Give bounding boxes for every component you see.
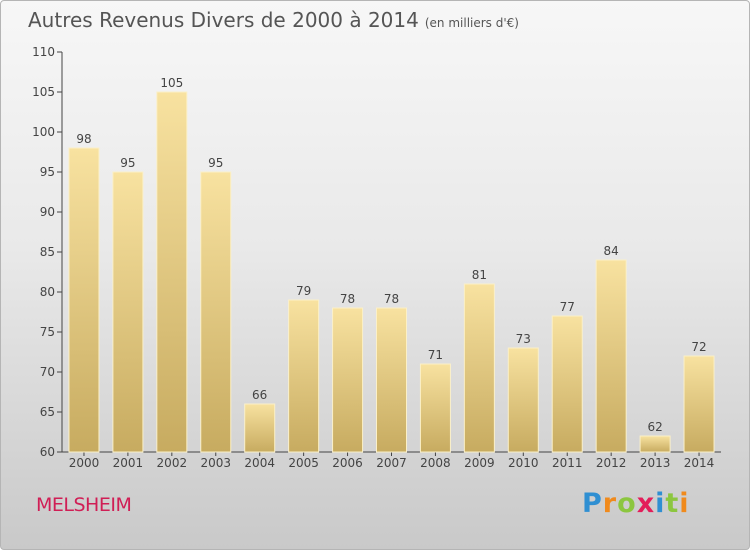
bar-value-label: 72 [691,340,706,354]
bar [463,283,495,453]
logo-letter: i [655,488,666,519]
bar-value-label: 71 [428,348,443,362]
bar-value-label: 77 [560,300,575,314]
x-tick-label: 2010 [508,456,539,470]
logo-letter: P [582,488,603,519]
bar-series: 98 95 105 95 66 79 78 78 71 81 73 77 84 62 72 [68,76,715,453]
y-tick-label: 105 [32,85,55,99]
y-tick-label: 95 [40,165,55,179]
bar-value-label: 84 [604,244,619,258]
chart-title-text: Autres Revenus Divers de 2000 à 2014 [28,8,419,32]
bar [68,147,100,453]
bar [200,171,232,453]
y-tick-label: 70 [40,365,55,379]
x-axis: 2000 2001 2002 2003 2004 2005 2006 2007 2008 2009… [62,451,721,470]
y-tick-label: 85 [40,245,55,259]
chart-unit: (en milliers d'€) [424,16,519,30]
y-axis: 60 65 70 75 80 85 90 95 100 105 110 [32,45,63,459]
x-tick-label: 2003 [200,456,231,470]
y-tick-label: 75 [40,325,55,339]
bar-value-label: 73 [516,332,531,346]
logo-letter: i [679,488,690,519]
bar-value-label: 95 [120,156,135,170]
x-tick-label: 2014 [684,456,715,470]
x-tick-label: 2002 [157,456,188,470]
x-tick-label: 2007 [376,456,407,470]
bar-value-label: 105 [160,76,183,90]
y-tick-label: 80 [40,285,55,299]
bar [683,355,715,453]
x-tick-label: 2009 [464,456,495,470]
y-tick-label: 90 [40,205,55,219]
x-tick-label: 2012 [596,456,627,470]
x-tick-label: 2006 [332,456,363,470]
bar [156,91,188,453]
bar-value-label: 78 [384,292,399,306]
bar-value-label: 62 [647,420,662,434]
bar-value-label: 78 [340,292,355,306]
bar-value-label: 95 [208,156,223,170]
bar [595,259,627,453]
bar-value-label: 66 [252,388,267,402]
town-name: MELSHEIM [36,494,132,516]
bar-value-label: 98 [76,132,91,146]
bar [112,171,144,453]
logo-letter: t [665,488,680,519]
logo-letter: x [636,488,656,519]
bar [507,347,539,453]
y-tick-label: 110 [32,45,55,59]
chart-title: Autres Revenus Divers de 2000 à 2014 (en … [28,8,519,32]
bar [376,307,407,453]
x-tick-label: 2001 [113,456,144,470]
y-tick-label: 100 [32,125,55,139]
y-tick-label: 60 [40,445,55,459]
x-tick-label: 2004 [244,456,275,470]
bar [639,435,671,453]
bar-value-label: 79 [296,284,311,298]
x-tick-label: 2008 [420,456,451,470]
proxiti-logo: Proxiti [582,488,690,519]
logo-letter: r [602,488,618,519]
y-tick-label: 65 [40,405,55,419]
bar [244,403,276,453]
bar [551,315,583,453]
bar [419,363,451,453]
bar-value-label: 81 [472,268,487,282]
bar [332,307,364,453]
x-tick-label: 2011 [552,456,583,470]
bar [288,299,320,453]
x-tick-label: 2000 [69,456,100,470]
logo-letter: o [617,488,637,519]
x-tick-label: 2005 [288,456,319,470]
x-tick-label: 2013 [640,456,671,470]
